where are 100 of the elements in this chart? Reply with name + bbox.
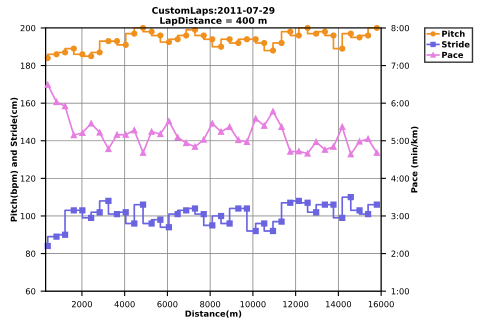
point <box>157 216 164 223</box>
x-tick-label: 12000 <box>283 301 308 308</box>
point <box>183 140 190 146</box>
y-tick-label: 160 <box>20 100 36 106</box>
point <box>235 136 242 144</box>
point <box>356 34 363 40</box>
point <box>192 144 198 150</box>
chart-subtitle: LapDistance = 400 m <box>160 16 267 26</box>
y-tick-label: 100 <box>20 212 36 220</box>
x-tick-label: 10000 <box>240 301 266 308</box>
point <box>131 220 138 227</box>
point <box>252 36 259 42</box>
y2-tick-label: 2:00 <box>391 250 409 257</box>
point <box>200 32 207 39</box>
point <box>174 210 181 218</box>
point <box>105 198 112 204</box>
point <box>313 138 320 146</box>
point <box>304 150 311 157</box>
point <box>244 205 250 212</box>
point <box>287 28 294 35</box>
y-tick-label: 200 <box>20 24 36 32</box>
point <box>183 207 190 214</box>
point <box>296 32 302 39</box>
point <box>88 120 94 127</box>
x-tick-label: 4000 <box>114 301 135 308</box>
point <box>148 128 155 135</box>
point <box>278 124 285 130</box>
point <box>53 234 60 240</box>
point <box>313 209 320 216</box>
y2-tick-label: 1:00 <box>392 288 409 294</box>
point <box>261 220 268 227</box>
point <box>209 120 216 127</box>
point <box>218 128 224 135</box>
legend-label: Pitch <box>442 30 465 37</box>
y2-tick-label: 7:00 <box>392 62 409 69</box>
point <box>313 30 320 37</box>
point <box>218 44 224 50</box>
point <box>79 130 86 136</box>
chart-title: CustomLaps:2011-07-29 <box>152 6 274 16</box>
y2-tick-label: 5:00 <box>391 138 409 144</box>
point <box>88 53 94 60</box>
point <box>322 202 328 208</box>
point <box>235 40 242 46</box>
point <box>304 200 311 206</box>
point <box>235 205 242 212</box>
point <box>200 210 207 218</box>
point <box>174 36 181 42</box>
point <box>339 46 346 52</box>
y2-tick-label: 3:00 <box>391 212 409 220</box>
point <box>114 132 120 138</box>
point <box>96 129 103 136</box>
point <box>244 138 250 146</box>
point <box>252 115 259 122</box>
point <box>148 220 155 227</box>
point <box>374 202 380 208</box>
y-tick-label: 80 <box>26 250 36 257</box>
point <box>148 28 155 35</box>
point <box>296 198 302 204</box>
point <box>244 36 250 42</box>
point <box>209 36 216 42</box>
y2-tick-label: 8:00 <box>391 24 409 32</box>
point <box>252 228 259 234</box>
x-tick-label: 8000 <box>200 301 220 308</box>
point <box>270 108 276 115</box>
point <box>356 207 363 214</box>
point <box>261 40 268 46</box>
x-tick-label: 14000 <box>326 301 352 308</box>
point <box>105 38 112 44</box>
point <box>226 124 233 130</box>
point <box>330 144 337 150</box>
point <box>278 40 285 46</box>
point <box>330 32 337 39</box>
point <box>62 232 68 238</box>
point <box>96 49 103 56</box>
point <box>105 146 112 152</box>
point <box>174 134 181 141</box>
point <box>348 194 354 200</box>
point <box>96 209 103 216</box>
point <box>166 224 172 230</box>
point <box>364 136 372 142</box>
y-tick-label: 60 <box>26 288 36 294</box>
point <box>364 210 372 218</box>
point <box>322 28 328 35</box>
point <box>322 146 328 153</box>
x-tick-label: 6000 <box>157 301 178 308</box>
point <box>226 220 233 227</box>
point <box>140 202 146 208</box>
point <box>122 209 129 216</box>
point <box>79 207 86 214</box>
point <box>62 49 68 56</box>
point <box>131 30 138 37</box>
legend-label: Stride <box>442 41 470 48</box>
point <box>364 32 372 39</box>
point <box>62 103 68 110</box>
point <box>53 51 60 58</box>
point <box>157 130 164 138</box>
point <box>166 38 172 46</box>
point <box>114 210 120 218</box>
point <box>53 98 60 106</box>
point <box>114 38 120 44</box>
